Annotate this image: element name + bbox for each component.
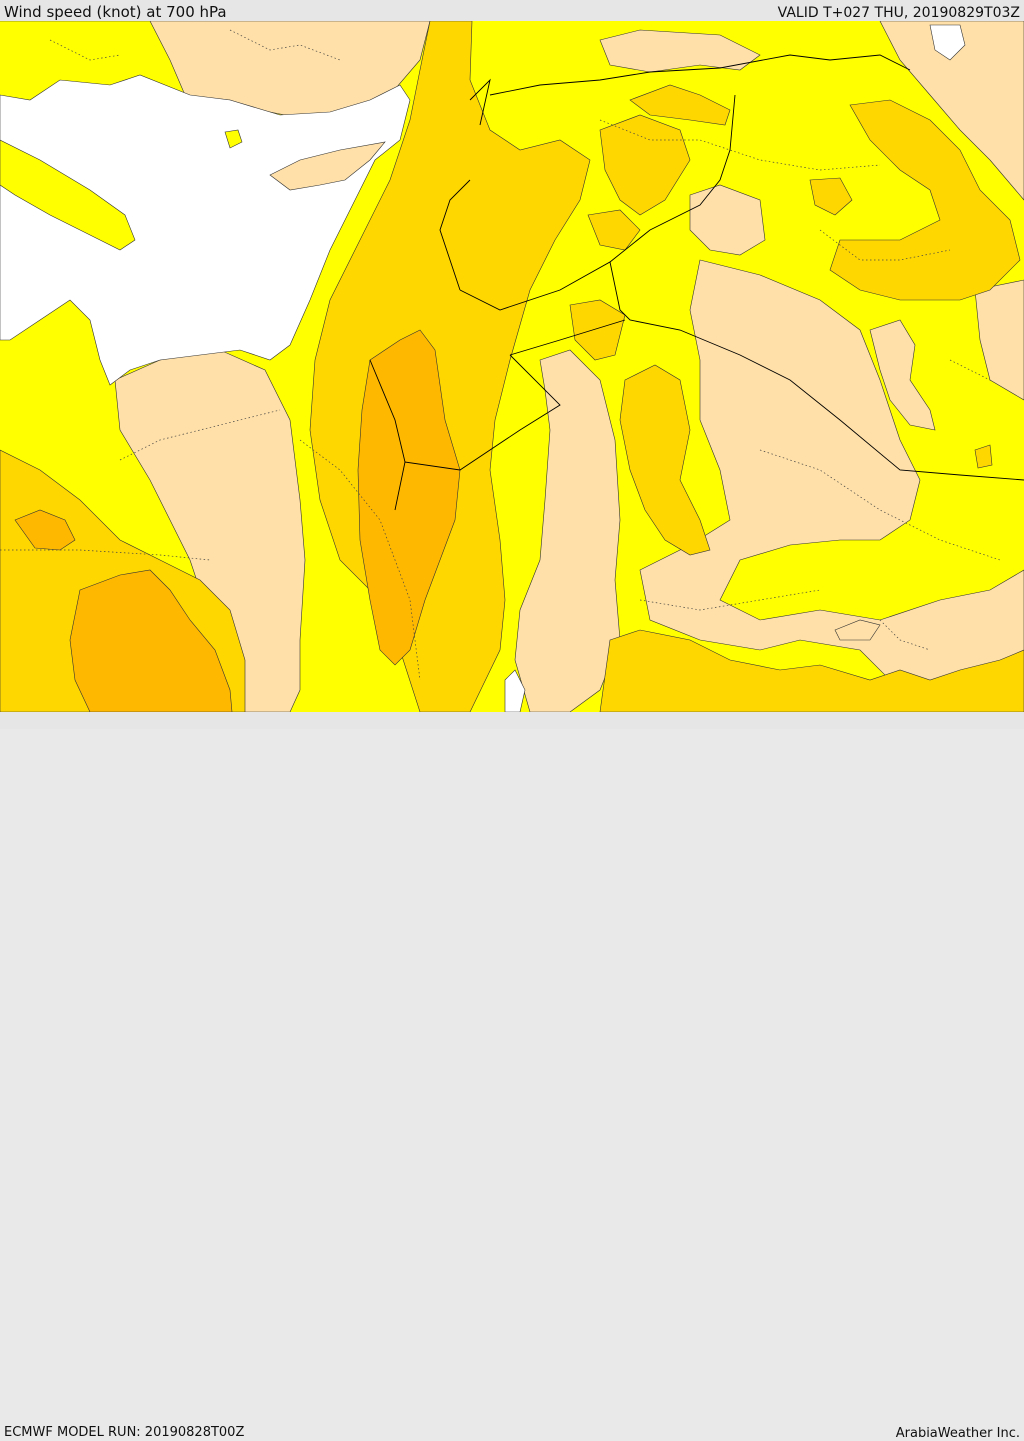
wind-speed-map (0, 21, 1024, 712)
model-run-label: ECMWF MODEL RUN: 20190828T00Z (4, 1425, 245, 1440)
sea-yellow-bands (0, 129, 386, 251)
sea-areas (0, 24, 966, 712)
strong-wind-zones (14, 329, 461, 712)
country-borders (369, 54, 1024, 511)
region-borders (0, 29, 1001, 681)
credit-label: ArabiaWeather Inc. (895, 1426, 1020, 1441)
header-bar: Wind speed (knot) at 700 hPa VALID T+027… (0, 0, 1024, 21)
footer-bar: ECMWF MODEL RUN: 20190828T00Z ArabiaWeat… (0, 712, 1024, 1441)
valid-time: VALID T+027 THU, 20190829T03Z (777, 5, 1020, 21)
map-title: Wind speed (knot) at 700 hPa (4, 3, 227, 21)
